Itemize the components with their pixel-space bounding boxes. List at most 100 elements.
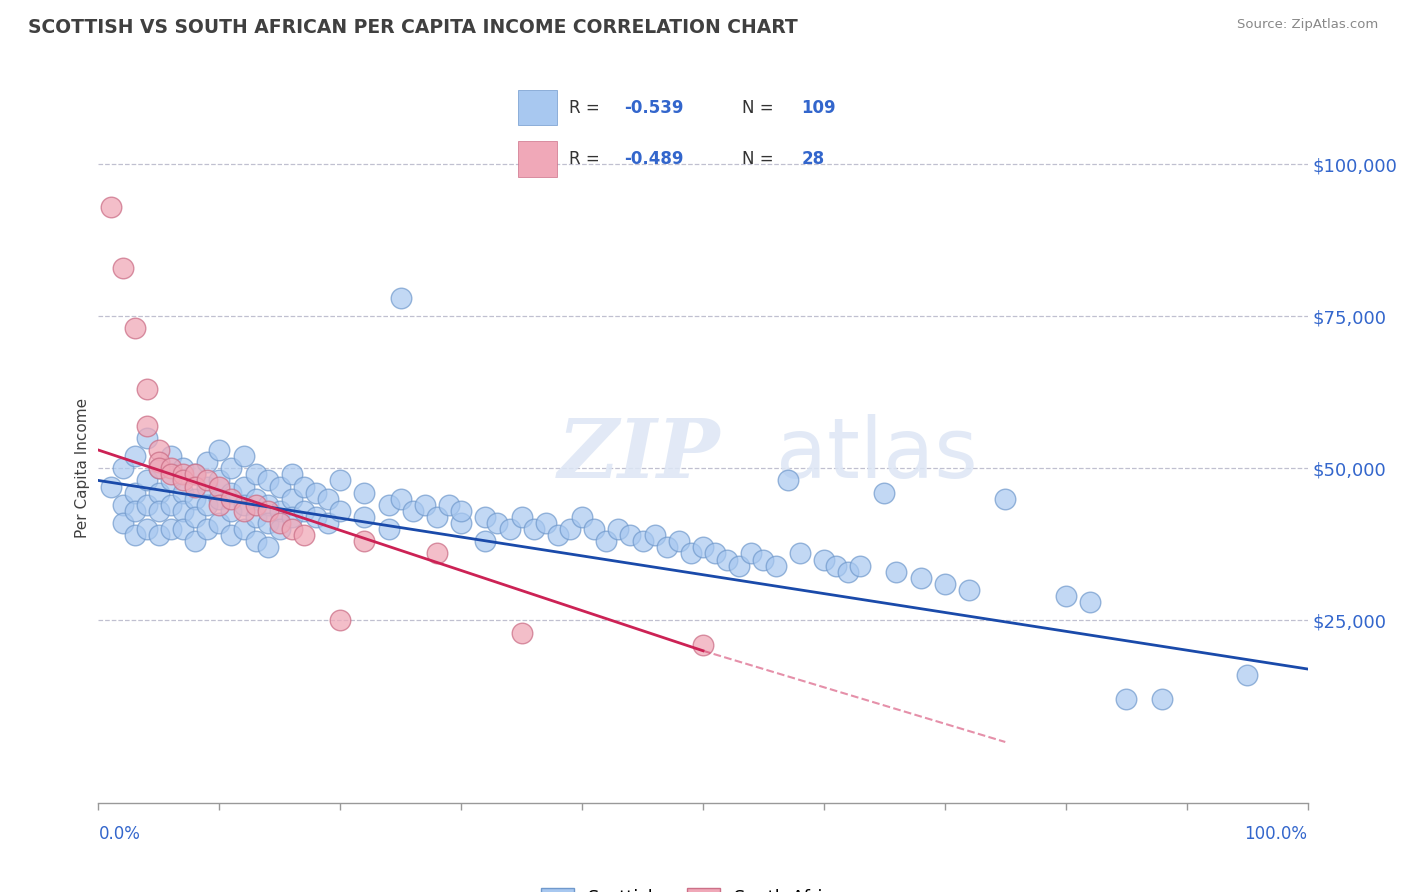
Point <box>172 485 194 500</box>
Y-axis label: Per Capita Income: Per Capita Income <box>75 398 90 539</box>
Point <box>111 498 134 512</box>
Point <box>148 485 170 500</box>
Point <box>148 461 170 475</box>
Point <box>256 474 278 488</box>
Point <box>245 498 267 512</box>
Point <box>377 522 399 536</box>
Point <box>426 510 449 524</box>
Point <box>208 474 231 488</box>
Point <box>221 461 243 475</box>
Point <box>679 546 702 560</box>
Point <box>100 200 122 214</box>
Point <box>172 504 194 518</box>
Text: SCOTTISH VS SOUTH AFRICAN PER CAPITA INCOME CORRELATION CHART: SCOTTISH VS SOUTH AFRICAN PER CAPITA INC… <box>28 18 797 37</box>
Text: ZIP: ZIP <box>558 415 720 495</box>
Point <box>232 479 254 493</box>
Point <box>245 491 267 506</box>
Point <box>135 382 157 396</box>
Point <box>957 582 980 597</box>
Point <box>329 613 352 627</box>
Point <box>100 479 122 493</box>
Point <box>934 577 956 591</box>
Point <box>523 522 546 536</box>
Text: 109: 109 <box>801 99 837 117</box>
Point <box>232 449 254 463</box>
Point <box>849 558 872 573</box>
Point <box>269 504 291 518</box>
Point <box>124 449 146 463</box>
Bar <box>517 141 557 177</box>
Point <box>329 474 352 488</box>
Point <box>135 474 157 488</box>
Point <box>221 491 243 506</box>
Point <box>353 534 375 549</box>
Point <box>1236 668 1258 682</box>
Point <box>474 534 496 549</box>
Point <box>124 528 146 542</box>
Point <box>547 528 569 542</box>
Point <box>232 498 254 512</box>
Point <box>510 625 533 640</box>
Point <box>1152 692 1174 706</box>
Point <box>704 546 727 560</box>
Point <box>269 479 291 493</box>
Point <box>195 522 218 536</box>
Point <box>1054 589 1077 603</box>
Point <box>776 474 799 488</box>
Point <box>450 516 472 530</box>
Point <box>148 461 170 475</box>
Point <box>426 546 449 560</box>
Point <box>135 522 157 536</box>
Point <box>655 541 678 555</box>
Point <box>305 485 328 500</box>
Point <box>160 522 183 536</box>
Point <box>631 534 654 549</box>
Point <box>389 491 412 506</box>
Point <box>245 534 267 549</box>
Text: 28: 28 <box>801 150 824 168</box>
Point <box>245 510 267 524</box>
Point <box>184 534 207 549</box>
Point <box>160 449 183 463</box>
Point <box>994 491 1017 506</box>
Point <box>837 565 859 579</box>
Point <box>316 491 339 506</box>
Point <box>148 504 170 518</box>
Point <box>256 504 278 518</box>
Point <box>813 552 835 566</box>
Text: -0.539: -0.539 <box>624 99 683 117</box>
Point <box>111 260 134 275</box>
Text: 0.0%: 0.0% <box>98 825 141 843</box>
Point <box>232 504 254 518</box>
Point <box>124 504 146 518</box>
Point <box>607 522 630 536</box>
Point <box>256 498 278 512</box>
Point <box>208 516 231 530</box>
Point <box>256 516 278 530</box>
Point <box>353 510 375 524</box>
Point <box>195 498 218 512</box>
Point <box>305 510 328 524</box>
Text: 100.0%: 100.0% <box>1244 825 1308 843</box>
Point <box>437 498 460 512</box>
Point <box>184 467 207 482</box>
Point <box>377 498 399 512</box>
Point <box>245 467 267 482</box>
Point <box>1115 692 1137 706</box>
Point <box>789 546 811 560</box>
Text: N =: N = <box>742 99 779 117</box>
Point <box>498 522 520 536</box>
Point <box>281 522 304 536</box>
Legend: Scottish, South Africans: Scottish, South Africans <box>534 880 872 892</box>
Point <box>160 498 183 512</box>
Point <box>281 491 304 506</box>
Point <box>910 571 932 585</box>
Point <box>389 291 412 305</box>
Point <box>160 461 183 475</box>
Point <box>316 516 339 530</box>
Point <box>232 522 254 536</box>
Point <box>208 443 231 458</box>
Point <box>595 534 617 549</box>
Point <box>825 558 848 573</box>
Point <box>269 516 291 530</box>
